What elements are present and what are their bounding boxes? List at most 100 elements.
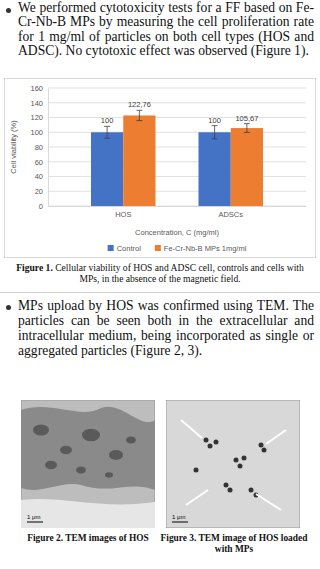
- particle: [224, 483, 229, 488]
- grid-line: [48, 191, 306, 192]
- y-tick-label: 0: [39, 202, 43, 211]
- x-tick-label: ADSCs: [218, 210, 243, 219]
- tem-image: 1 μm: [166, 400, 300, 528]
- error-bar-line: [244, 124, 250, 133]
- bullet: [6, 8, 11, 13]
- scale-bar-label: 1 μm: [172, 514, 185, 520]
- data-label: 122,76: [128, 100, 151, 109]
- y-tick: 140: [30, 99, 48, 108]
- grid: [48, 88, 306, 206]
- error-bar: [244, 124, 250, 133]
- extracellular: [21, 499, 155, 528]
- caption-text: Cellular viability of HOS and ADSC cell,…: [53, 262, 304, 284]
- x-tick: ADSCs: [218, 206, 243, 219]
- y-tick: 80: [35, 143, 48, 152]
- x-tick: HOS: [115, 206, 131, 219]
- y-tick-label: 100: [30, 128, 43, 137]
- y-tick-label: 20: [35, 187, 43, 196]
- legend-label: Control: [117, 244, 142, 253]
- y-axis-line: [48, 89, 49, 207]
- cell-region: [21, 407, 155, 490]
- bullet: [6, 305, 11, 310]
- paragraph: MPs upload by HOS was confirmed using TE…: [18, 298, 314, 358]
- particle: [262, 448, 267, 453]
- error-bar-line: [212, 126, 218, 139]
- grid-line: [48, 102, 306, 103]
- x-tick-label: HOS: [115, 210, 131, 219]
- bar: [123, 115, 155, 206]
- data-label: 100: [101, 116, 114, 125]
- grid-line: [48, 132, 306, 133]
- grid-line: [48, 206, 306, 207]
- y-tick: 20: [35, 187, 48, 196]
- particle: [214, 440, 219, 445]
- y-tick-label: 40: [35, 172, 43, 181]
- caption-label: Figure 2.: [27, 533, 63, 543]
- separator: [0, 292, 320, 293]
- plot: 0 20 40 60 80 100 120 140 160 HOS ADSCs 100 100 122,7…: [30, 84, 306, 219]
- image-background: [166, 400, 300, 528]
- data-label: 100: [208, 116, 221, 125]
- organelle: [76, 467, 86, 474]
- legend-swatch: [108, 245, 114, 251]
- paragraph: We performed cytotoxicity tests for a FF…: [18, 1, 314, 59]
- grid-line: [48, 147, 306, 148]
- error-bar: [136, 110, 142, 120]
- data-label: 105,67: [235, 114, 258, 123]
- particle: [234, 458, 239, 463]
- image-background: [21, 400, 155, 528]
- y-tick: 0: [39, 202, 48, 211]
- caption-text: TEM images of HOS: [63, 533, 149, 543]
- caption-label: Figure 3.: [161, 533, 197, 543]
- organelle: [45, 461, 57, 469]
- legend-label: Fe-Cr-Nb-B MPs 1mg/ml: [164, 244, 247, 253]
- y-tick: 100: [30, 128, 48, 137]
- legend: Control Fe-Cr-Nb-B MPs 1mg/ml: [108, 244, 247, 253]
- y-tick-label: 160: [30, 84, 43, 93]
- y-tick-label: 60: [35, 158, 43, 167]
- x-axis-line: [49, 206, 307, 207]
- arrow: [186, 490, 208, 505]
- scale-bar: [172, 522, 188, 523]
- grid-line: [48, 117, 306, 118]
- y-axis-title: Cell viability (%): [9, 120, 18, 174]
- arrow: [256, 494, 281, 510]
- x-axis: HOS ADSCs: [49, 206, 307, 219]
- particle: [208, 444, 213, 449]
- y-axis: 0 20 40 60 80 100 120 140 160: [30, 84, 48, 211]
- particle: [249, 488, 254, 493]
- error-bar-line: [104, 126, 110, 138]
- organelle: [105, 472, 113, 478]
- y-tick-label: 80: [35, 143, 43, 152]
- particle: [259, 443, 264, 448]
- y-tick: 160: [30, 84, 48, 93]
- data-labels: 100 100 122,76 105,67: [101, 100, 258, 125]
- figure-caption: Figure 1. Cellular viability of HOS and …: [14, 262, 306, 284]
- legend-item: Fe-Cr-Nb-B MPs 1mg/ml: [155, 244, 247, 253]
- particle: [194, 468, 199, 473]
- error-bar-line: [136, 110, 142, 120]
- caption-label: Figure 1.: [16, 262, 53, 273]
- particle: [242, 456, 247, 461]
- particle: [228, 488, 233, 493]
- grid-line: [48, 176, 306, 177]
- caption-text: TEM image of HOS loaded with MPs: [196, 533, 307, 554]
- chart-frame: [5, 79, 316, 258]
- organelle: [60, 446, 72, 454]
- grid-line: [48, 88, 306, 89]
- organelle: [109, 450, 123, 460]
- particle: [204, 438, 209, 443]
- scale-bar-label: 1 μm: [27, 514, 40, 520]
- bar: [91, 132, 123, 206]
- arrow: [181, 420, 202, 438]
- legend-swatch: [155, 245, 161, 251]
- y-tick-label: 120: [30, 113, 43, 122]
- organelle: [82, 429, 100, 442]
- y-tick-label: 140: [30, 99, 43, 108]
- error-bar: [104, 126, 110, 138]
- particle: [238, 464, 243, 469]
- bar: [199, 132, 231, 206]
- chart: 0 20 40 60 80 100 120 140 160 HOS ADSCs 100 100 122,7…: [4, 78, 316, 258]
- bars: [91, 110, 263, 206]
- y-tick: 60: [35, 158, 48, 167]
